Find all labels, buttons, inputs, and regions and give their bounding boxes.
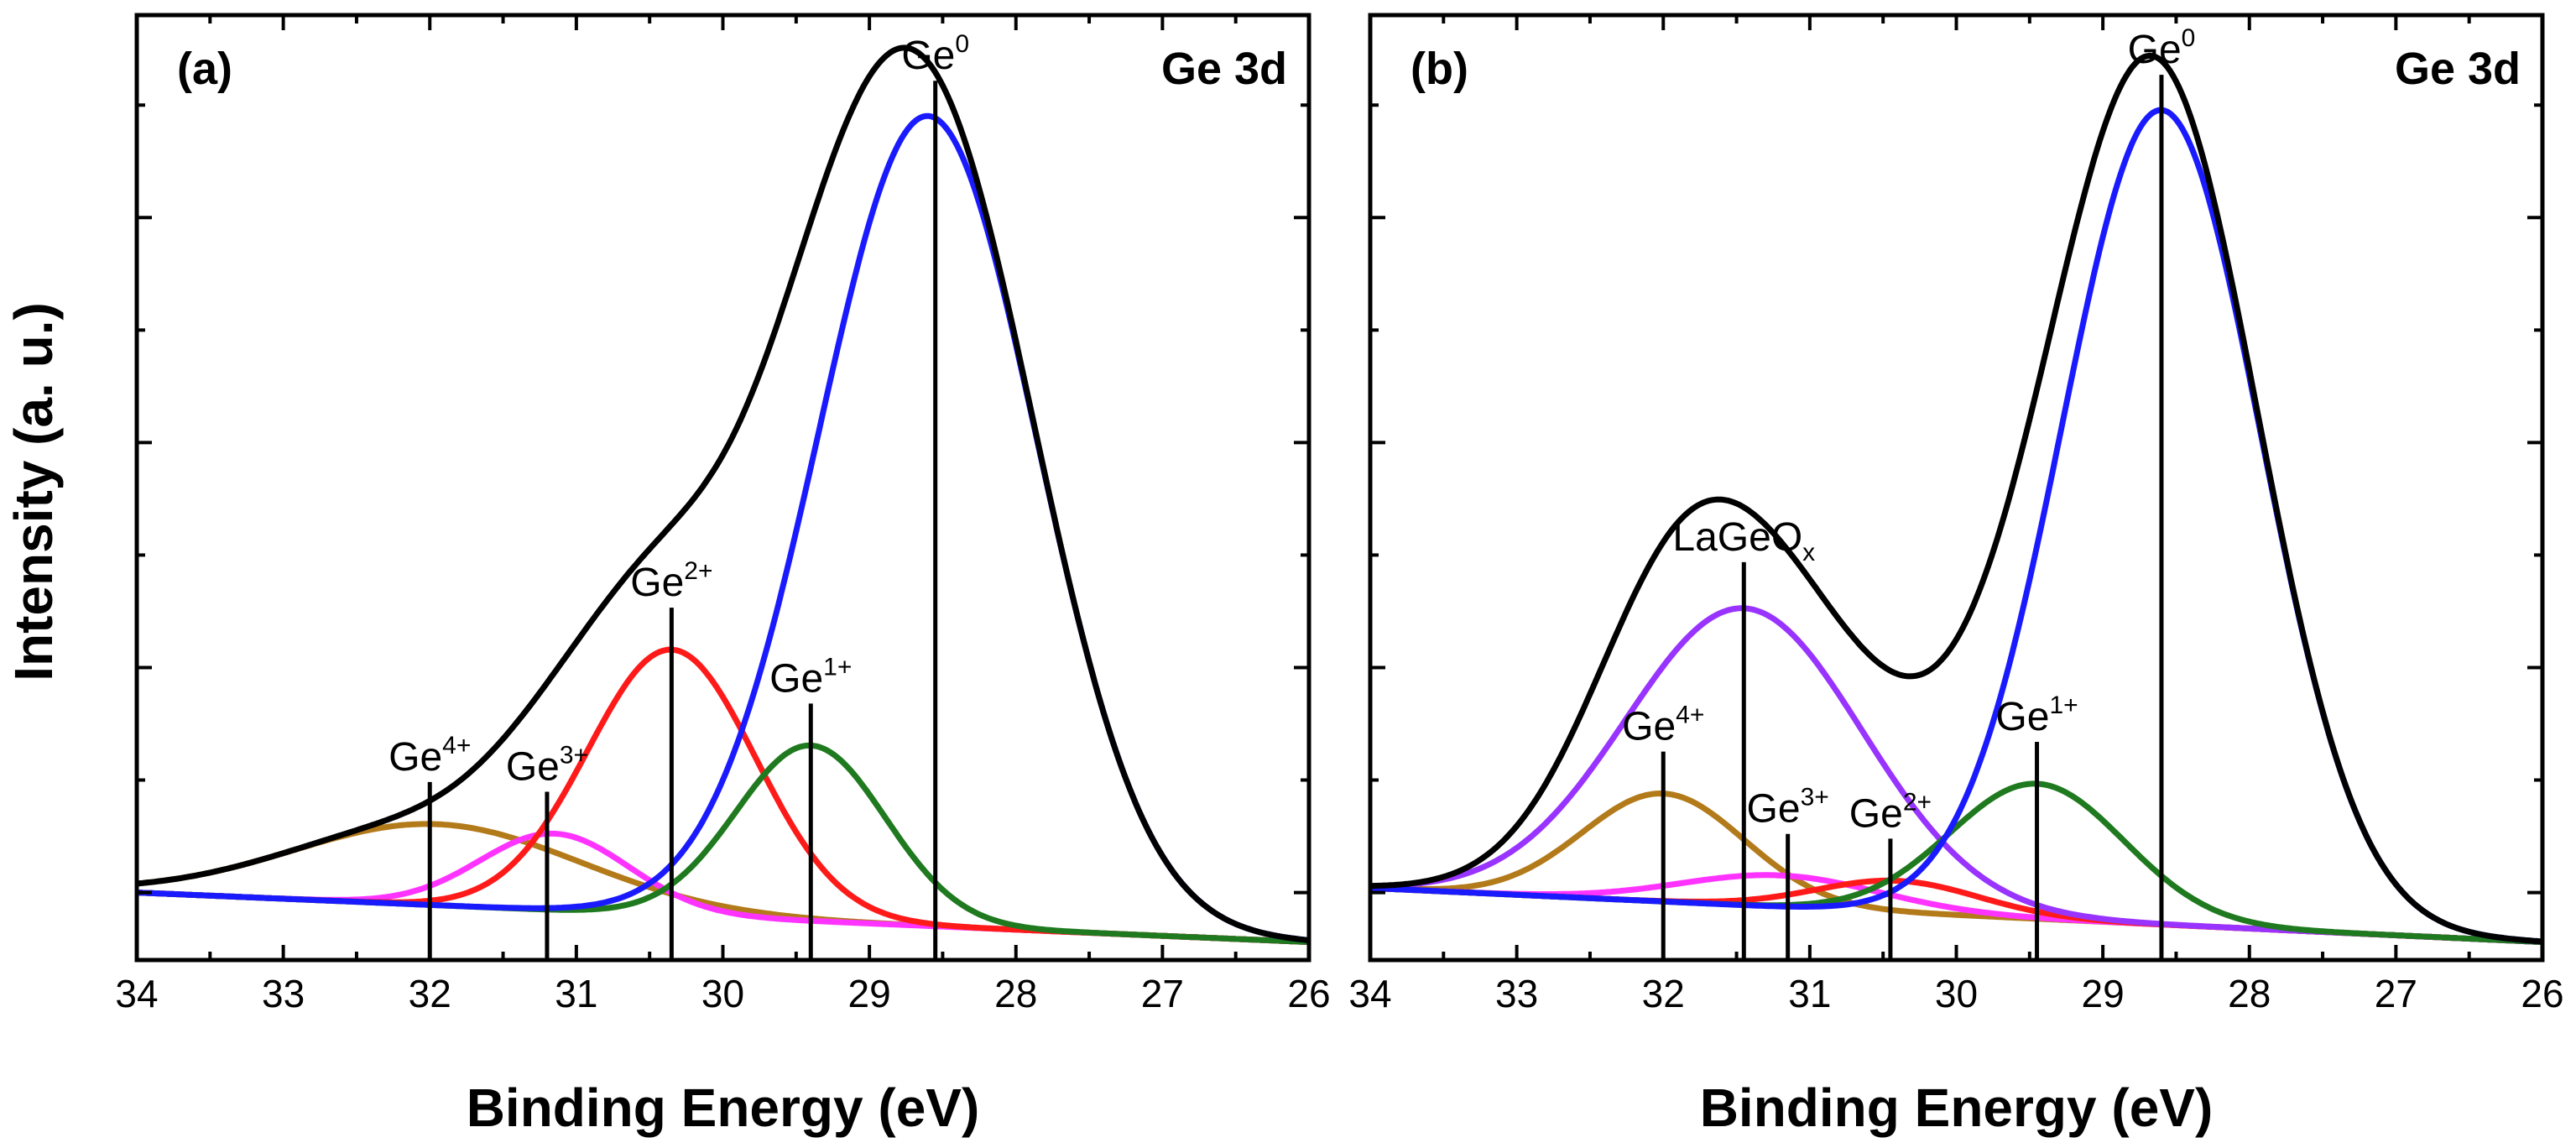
x-tick-label: 33: [1495, 972, 1538, 1015]
plot-frame: [134, 13, 1311, 963]
x-tick-label: 31: [555, 972, 597, 1015]
curves: [137, 44, 1309, 946]
peak-label: Ge1+: [769, 653, 852, 701]
curve-envelope: [137, 44, 1309, 943]
x-tick-label: 31: [1788, 972, 1831, 1015]
peak-label: Ge2+: [630, 557, 712, 605]
panel-label: (b): [1411, 44, 1468, 94]
x-tick-label: 30: [701, 972, 744, 1015]
x-axis-label: Binding Energy (eV): [467, 1078, 980, 1138]
curve-ge1plus: [1370, 780, 2542, 946]
x-axis-label: Binding Energy (eV): [1700, 1078, 2214, 1138]
x-tick-label: 30: [1935, 972, 1978, 1015]
peak-label: Ge3+: [506, 742, 588, 790]
panel-a: Ge0 Ge1+ Ge2+ Ge3+ Ge4+ 34 33 32 31 30 29 28 27 26 (a)…: [115, 13, 1331, 1138]
panel-b: Ge0 LaGeOx Ge1+ Ge2+ Ge3+ Ge4+ 34 33 32 31 30 29 28 2…: [1348, 13, 2564, 1138]
x-tick-label: 34: [115, 972, 158, 1015]
x-tick-label: 26: [1287, 972, 1330, 1015]
peak-label: Ge0: [2128, 24, 2196, 72]
x-tick-label: 28: [2228, 972, 2271, 1015]
y-axis-label: Intensity (a. u.): [3, 302, 64, 681]
x-tick-label: 32: [409, 972, 451, 1015]
chart-title: Ge 3d: [1161, 44, 1287, 94]
curve-ge0: [137, 112, 1309, 943]
curve-ge0: [1370, 107, 2542, 945]
curve-ge3plus: [137, 830, 1309, 946]
peak-label: Ge4+: [1622, 702, 1704, 749]
x-tick-label: 27: [2375, 972, 2417, 1015]
curve-envelope: [1370, 52, 2542, 945]
x-tick-label: 33: [262, 972, 305, 1015]
x-tick-label: 29: [848, 972, 891, 1015]
x-tick-label: 26: [2521, 972, 2563, 1015]
x-tick-label: 29: [2082, 972, 2125, 1015]
peak-label: LaGeOx: [1672, 515, 1815, 566]
peak-label: Ge0: [901, 30, 969, 78]
x-tick-label: 27: [1141, 972, 1184, 1015]
peak-label: Ge1+: [1995, 691, 2078, 739]
x-tick-label: 28: [994, 972, 1037, 1015]
peak-label: Ge3+: [1747, 784, 1829, 832]
x-tick-label: 34: [1348, 972, 1391, 1015]
x-tick-label: 32: [1642, 972, 1685, 1015]
peak-label: Ge2+: [1849, 788, 1932, 836]
peak-label: Ge4+: [388, 732, 471, 780]
curves: [1370, 52, 2542, 946]
chart-title: Ge 3d: [2395, 44, 2521, 94]
panel-label: (a): [177, 44, 232, 94]
